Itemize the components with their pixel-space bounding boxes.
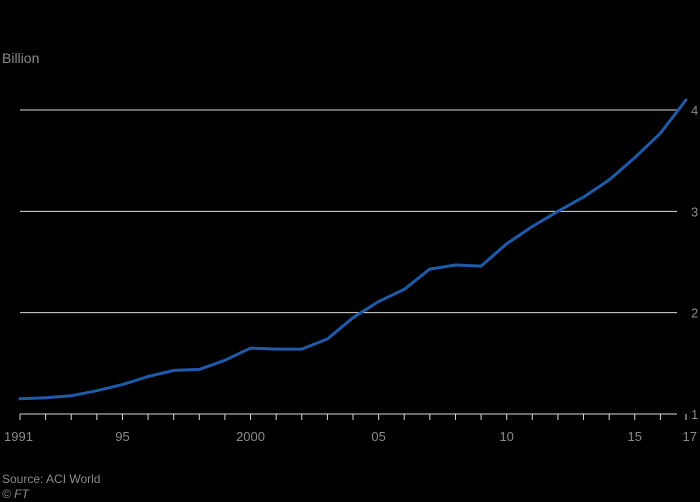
x-tick-label: 95	[115, 429, 129, 444]
y-tick-label: 2	[691, 306, 698, 321]
x-tick-label: 1991	[4, 429, 33, 444]
x-axis: 1991 95 2000 05 10 15 17	[4, 413, 697, 444]
y-unit-label: Billion	[2, 50, 39, 66]
y-axis-tick-labels: 1 2 3 4	[691, 103, 698, 422]
y-tick-label: 1	[691, 407, 698, 422]
y-tick-label: 3	[691, 204, 698, 219]
series-layer	[18, 98, 688, 401]
x-tick-label: 05	[371, 429, 385, 444]
series-line-0	[18, 98, 688, 401]
x-tick-label: 15	[628, 429, 642, 444]
x-tick-label: 2000	[236, 429, 265, 444]
gridlines	[20, 109, 677, 314]
source-note: Source: ACI World	[2, 472, 100, 486]
x-tick-label: 17	[683, 429, 697, 444]
x-tick-label: 10	[499, 429, 513, 444]
ft-credit: © FT	[2, 487, 31, 501]
y-tick-label: 4	[691, 103, 698, 118]
